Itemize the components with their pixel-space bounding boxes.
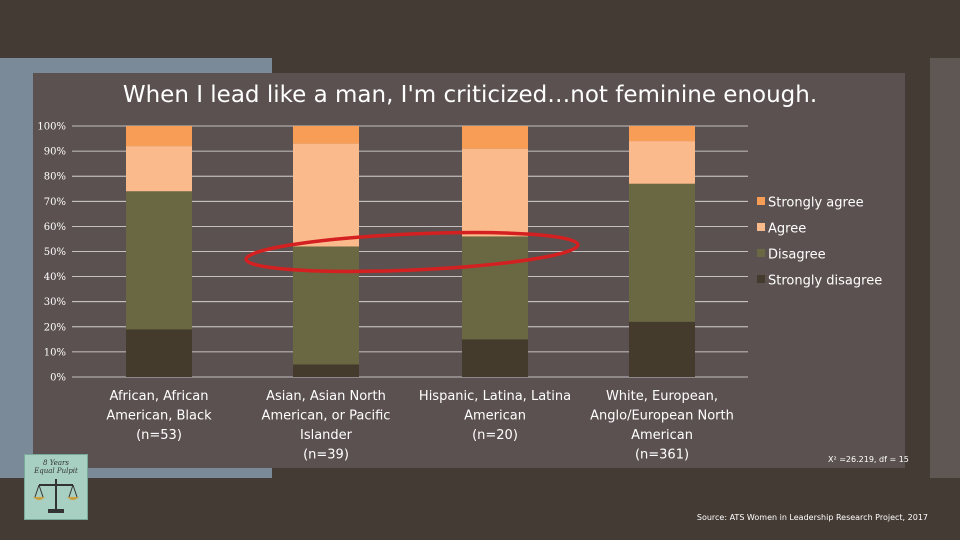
bar-segment-strongly-agree <box>293 126 359 144</box>
bar-segment-agree <box>126 146 192 192</box>
legend-label: Strongly disagree <box>768 274 882 289</box>
legend-swatch <box>757 197 765 205</box>
bar-segment-strongly-disagree <box>629 321 695 377</box>
annotation-layer <box>244 230 580 274</box>
highlight-ellipse <box>244 230 580 274</box>
y-tick-label: 60% <box>44 222 66 233</box>
bar-segment-disagree <box>293 246 359 365</box>
y-tick-label: 40% <box>44 272 66 283</box>
legend: Strongly agree Agree Disagree Strongly disa… <box>757 196 882 289</box>
source-note: Source: ATS Women in Leadership Research… <box>696 513 928 522</box>
logo-text-line-2: Equal Pulpit <box>34 467 78 475</box>
y-tick-label: 90% <box>44 147 66 158</box>
bars <box>126 126 695 377</box>
legend-label: Agree <box>768 222 806 237</box>
logo-text-line-1: 8 Years <box>43 459 69 467</box>
bar-segment-strongly-disagree <box>293 364 359 377</box>
logo: 8 Years Equal Pulpit <box>24 454 88 520</box>
bar-segment-agree <box>293 143 359 247</box>
bar-segment-strongly-agree <box>462 126 528 149</box>
y-tick-label: 20% <box>44 322 66 333</box>
x-category-label: Hispanic, Latina, Latina American (n=20) <box>419 389 571 443</box>
bar-segment-strongly-agree <box>126 126 192 147</box>
legend-label: Strongly agree <box>768 196 864 211</box>
y-axis-ticks: 0% 10% 20% 30% 40% 50% 60% 70% 80% 90% 100% <box>37 122 66 384</box>
bar-segment-strongly-disagree <box>126 329 192 377</box>
x-axis-labels: African, African American, Black (n=53) Asi… <box>106 389 734 463</box>
legend-swatch <box>757 249 765 257</box>
logo-text: 8 Years Equal Pulpit <box>25 459 87 475</box>
legend-swatch <box>757 275 765 283</box>
bar-segment-disagree <box>629 183 695 322</box>
chart-title: When I lead like a man, I'm criticized…n… <box>122 82 818 108</box>
bar-segment-agree <box>629 141 695 184</box>
y-tick-label: 80% <box>44 172 66 183</box>
x-category-label: White, European, Anglo/European North Amer… <box>590 389 734 463</box>
legend-swatch <box>757 223 765 231</box>
y-tick-label: 10% <box>44 347 66 358</box>
bar-segment-strongly-agree <box>629 126 695 142</box>
bar-segment-agree <box>462 148 528 237</box>
legend-label: Disagree <box>768 248 826 263</box>
bar-segment-disagree <box>462 236 528 340</box>
bar-segment-disagree <box>126 191 192 330</box>
y-tick-label: 70% <box>44 197 66 208</box>
y-tick-label: 0% <box>50 373 66 384</box>
y-tick-label: 50% <box>44 247 66 258</box>
bar-segment-strongly-disagree <box>462 339 528 377</box>
x-category-label: Asian, Asian North American, or Pacific Is… <box>262 389 391 463</box>
chi-square-stat: X² =26.219, df = 15 <box>828 455 909 464</box>
scales-icon <box>33 479 79 513</box>
right-accent-block <box>930 58 960 478</box>
y-tick-label: 30% <box>44 297 66 308</box>
y-tick-label: 100% <box>37 122 66 133</box>
x-category-label: African, African American, Black (n=53) <box>106 389 212 443</box>
